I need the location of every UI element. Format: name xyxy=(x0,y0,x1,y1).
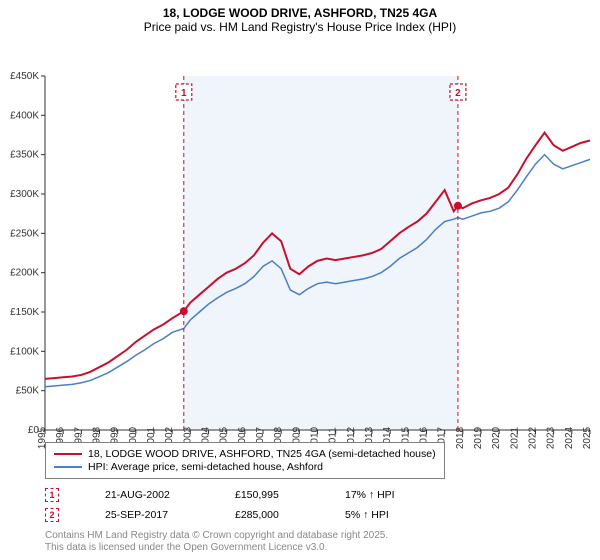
svg-text:£250K: £250K xyxy=(10,228,39,239)
legend-swatch xyxy=(54,453,82,455)
title-area: 18, LODGE WOOD DRIVE, ASHFORD, TN25 4GA … xyxy=(0,0,600,34)
footer-line: Contains HM Land Registry data © Crown c… xyxy=(45,530,388,542)
sale-date: 25-SEP-2017 xyxy=(105,509,195,521)
svg-text:£300K: £300K xyxy=(10,189,39,200)
legend-item: HPI: Average price, semi-detached house,… xyxy=(54,461,436,473)
legend-item: 18, LODGE WOOD DRIVE, ASHFORD, TN25 4GA … xyxy=(54,448,436,460)
sale-marker-icon: 2 xyxy=(45,508,59,522)
svg-text:£450K: £450K xyxy=(10,71,39,82)
legend-label: 18, LODGE WOOD DRIVE, ASHFORD, TN25 4GA … xyxy=(88,448,436,460)
sale-delta: 17% ↑ HPI xyxy=(345,489,395,501)
svg-text:£350K: £350K xyxy=(10,150,39,161)
footer-line: This data is licensed under the Open Gov… xyxy=(45,542,388,554)
svg-text:£100K: £100K xyxy=(10,346,39,357)
chart-container: 18, LODGE WOOD DRIVE, ASHFORD, TN25 4GA … xyxy=(0,0,600,560)
svg-text:£150K: £150K xyxy=(10,307,39,318)
svg-text:£200K: £200K xyxy=(10,268,39,279)
legend: 18, LODGE WOOD DRIVE, ASHFORD, TN25 4GA … xyxy=(45,442,445,479)
svg-text:1: 1 xyxy=(181,88,187,99)
legend-swatch xyxy=(54,466,82,468)
chart-subtitle: Price paid vs. HM Land Registry's House … xyxy=(0,20,600,34)
svg-text:£50K: £50K xyxy=(16,386,40,397)
svg-text:2: 2 xyxy=(455,88,461,99)
chart-svg: £0£50K£100K£150K£200K£250K£300K£350K£400… xyxy=(0,34,600,474)
sale-delta: 5% ↑ HPI xyxy=(345,509,389,521)
sale-marker-icon: 1 xyxy=(45,488,59,502)
sale-row: 2 25-SEP-2017 £285,000 5% ↑ HPI xyxy=(45,508,389,522)
sale-price: £285,000 xyxy=(235,509,305,521)
sale-price: £150,995 xyxy=(235,489,305,501)
sale-row: 1 21-AUG-2002 £150,995 17% ↑ HPI xyxy=(45,488,395,502)
legend-label: HPI: Average price, semi-detached house,… xyxy=(88,461,323,473)
sale-date: 21-AUG-2002 xyxy=(105,489,195,501)
chart-title: 18, LODGE WOOD DRIVE, ASHFORD, TN25 4GA xyxy=(0,6,600,20)
svg-text:£400K: £400K xyxy=(10,110,39,121)
footer: Contains HM Land Registry data © Crown c… xyxy=(45,530,388,554)
